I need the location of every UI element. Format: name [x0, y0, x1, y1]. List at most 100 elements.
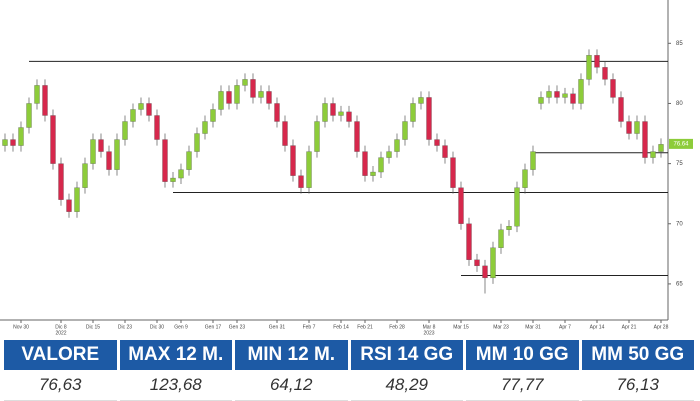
candle-body: [66, 199, 72, 212]
candle-body: [362, 151, 368, 176]
candle-body: [26, 103, 32, 128]
candle-body: [442, 145, 448, 158]
candle-body: [482, 265, 488, 279]
candle-body: [458, 187, 464, 224]
candle-body: [218, 91, 224, 110]
candle-body: [162, 139, 168, 182]
x-tick-label: Nov 30: [13, 324, 29, 330]
candle-body: [338, 111, 344, 116]
candle-body: [554, 91, 560, 98]
x-tick-label: Apr 7: [559, 324, 571, 330]
candle-body: [170, 177, 176, 182]
candle-body: [98, 139, 104, 152]
x-tick-label: Feb 28: [389, 324, 405, 330]
candle-body: [514, 187, 520, 227]
candle-body: [466, 223, 472, 260]
candle-body: [178, 169, 184, 179]
x-tick-label: Feb 14: [333, 324, 349, 330]
x-tick-label: Dic 8: [55, 324, 67, 330]
candle-body: [602, 67, 608, 80]
candle-body: [370, 171, 376, 176]
chart: 65 70 75 80 85 Nov 30 Dic 8 Dic 15 Dic 23 Dic 30 G…: [0, 0, 693, 336]
candle-body: [498, 229, 504, 248]
candle-body: [202, 121, 208, 134]
candle-body: [50, 115, 56, 164]
last-price-label: 76.64: [673, 141, 689, 147]
x-tick-label: Dic 15: [86, 324, 100, 330]
x-tick-label: Mar 23: [493, 324, 509, 330]
candle-body: [306, 151, 312, 188]
x-tick-label: Dic 23: [118, 324, 132, 330]
table-cell: 76,13: [581, 370, 694, 401]
candle-body: [330, 103, 336, 116]
candle-body: [34, 85, 40, 104]
candle-body: [426, 97, 432, 140]
candle-body: [18, 127, 24, 146]
candle-body: [490, 247, 496, 279]
candle-body: [386, 151, 392, 158]
candle-body: [562, 93, 568, 98]
x-tick-label: Apr 21: [622, 324, 637, 330]
candle-body: [274, 103, 280, 122]
stats-table: VALORE MAX 12 M. MIN 12 M. RSI 14 GG MM 10 G…: [4, 340, 694, 401]
table-header: RSI 14 GG: [350, 340, 463, 370]
candle-body: [610, 79, 616, 98]
candle-body: [626, 121, 632, 134]
y-tick-label: 85: [676, 41, 683, 47]
x-tick-label: Dic 30: [150, 324, 164, 330]
candle-body: [82, 163, 88, 188]
x-tick-label: Mar 8: [423, 324, 436, 330]
candle-body: [578, 79, 584, 104]
candle-body: [114, 139, 120, 170]
candle-body: [634, 121, 640, 134]
x-tick-label: Feb 21: [357, 324, 373, 330]
candle-body: [2, 139, 8, 146]
table-header: MM 50 GG: [581, 340, 694, 370]
candle-body: [10, 139, 16, 146]
table-cell: 64,12: [235, 370, 348, 401]
candle-body: [506, 226, 512, 230]
y-tick-label: 70: [676, 221, 683, 227]
x-tick-label: Feb 7: [303, 324, 316, 330]
candle-body: [298, 175, 304, 188]
candle-body: [106, 151, 112, 170]
table-cell: 123,68: [119, 370, 232, 401]
table-cell: 77,77: [466, 370, 579, 401]
candle-body: [290, 145, 296, 176]
candle-body: [410, 103, 416, 122]
candle-body: [658, 144, 664, 152]
x-tick-label: Gen 31: [269, 324, 286, 330]
candle-body: [258, 91, 264, 98]
candle-body: [250, 79, 256, 98]
candle-body: [90, 139, 96, 164]
table-cell: 48,29: [350, 370, 463, 401]
candle-body: [242, 79, 248, 86]
candle-body: [474, 259, 480, 267]
table-header: MAX 12 M.: [119, 340, 232, 370]
candle-body: [74, 187, 80, 212]
candle-body: [402, 121, 408, 140]
candle-body: [122, 121, 128, 140]
candle-body: [642, 121, 648, 158]
candle-body: [650, 151, 656, 158]
x-tick-label: Mar 31: [525, 324, 541, 330]
x-tick-label: Gen 17: [205, 324, 222, 330]
candle-body: [378, 157, 384, 173]
candle-body: [146, 103, 152, 116]
candle-body: [130, 109, 136, 122]
candle-body: [394, 139, 400, 152]
table-header: MM 10 GG: [466, 340, 579, 370]
candle-body: [522, 169, 528, 188]
candle-body: [210, 109, 216, 122]
table-header: MIN 12 M.: [235, 340, 348, 370]
x-tick-label: Mar 15: [453, 324, 469, 330]
candle-body: [354, 121, 360, 152]
candle-body: [538, 97, 544, 104]
table-header: VALORE: [4, 340, 117, 370]
candle-body: [594, 55, 600, 68]
candle-body: [618, 97, 624, 122]
candle-body: [322, 103, 328, 122]
candle-body: [450, 157, 456, 188]
x-tick-label: Gen 9: [174, 324, 188, 330]
